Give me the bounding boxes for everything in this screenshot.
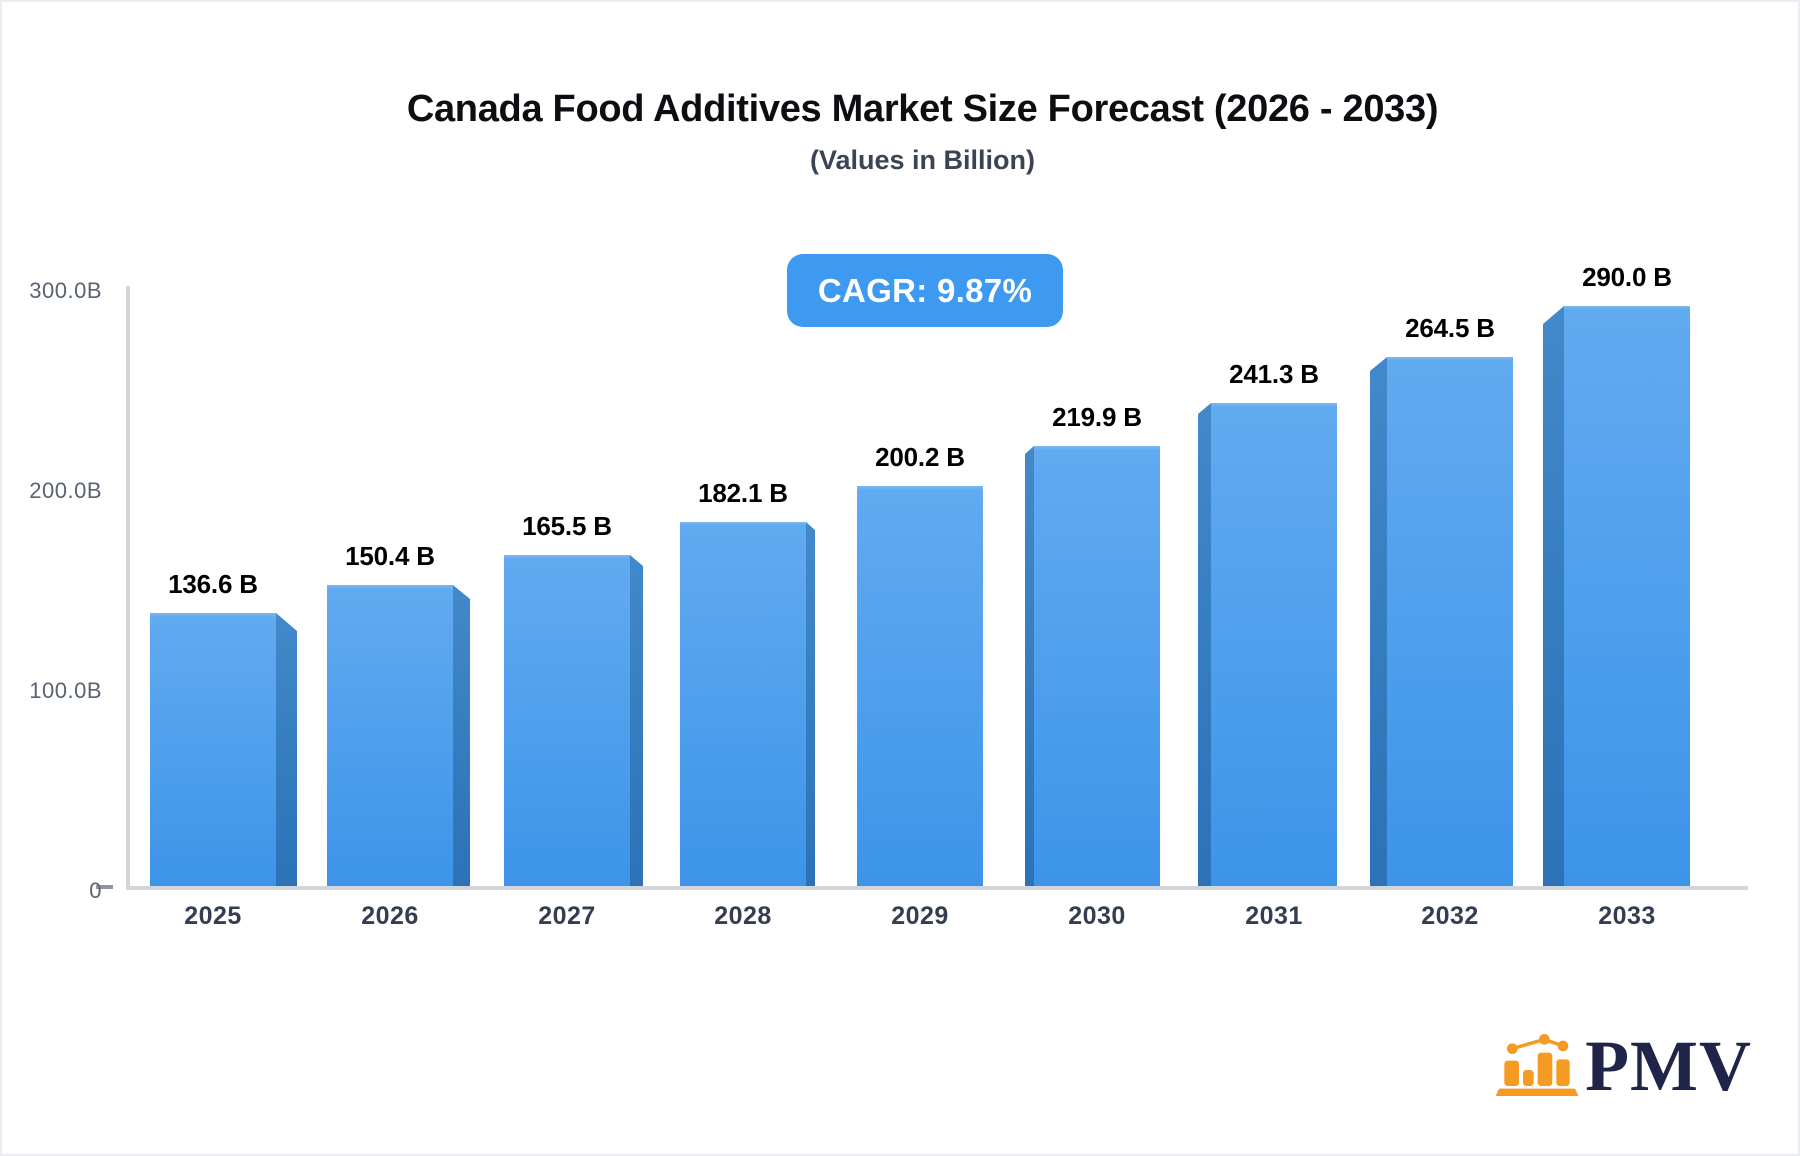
bar-side-2026 — [453, 585, 470, 886]
y-axis-tick-label: 100.0B — [29, 678, 102, 703]
bar-value-label: 200.2 B — [875, 442, 965, 472]
bar-value-label: 136.6 B — [168, 569, 258, 599]
brand-logo: PMV — [1495, 1026, 1752, 1106]
x-axis-label-2027: 2027 — [538, 902, 596, 930]
x-axis-label-2025: 2025 — [184, 902, 242, 930]
x-axis-label-2032: 2032 — [1421, 902, 1479, 930]
bar-value-label: 264.5 B — [1405, 313, 1495, 343]
chart-title: Canada Food Additives Market Size Foreca… — [406, 88, 1439, 130]
bar-2029 — [857, 486, 983, 886]
bar-2033 — [1564, 306, 1690, 886]
chart-header: Canada Food Additives Market Size Foreca… — [45, 88, 1800, 176]
bar-value-label: 165.5 B — [522, 511, 612, 541]
bar-side-2025 — [276, 613, 297, 886]
cagr-badge: CAGR: 9.87% — [787, 254, 1063, 327]
x-axis-label-2029: 2029 — [891, 902, 949, 930]
x-axis-line — [126, 886, 1748, 890]
x-axis-label-2030: 2030 — [1068, 902, 1126, 930]
bar-value-label: 150.4 B — [345, 541, 435, 571]
y-axis-tick-label: 200.0B — [29, 478, 102, 503]
bar-2026 — [327, 585, 453, 886]
zero-tick-mark — [96, 885, 113, 889]
y-axis-tick-label: 300.0B — [29, 278, 102, 303]
bar-side-2031 — [1198, 403, 1211, 886]
y-axis-line — [126, 286, 130, 890]
x-axis-label-2026: 2026 — [361, 902, 419, 930]
bar-value-label: 241.3 B — [1229, 359, 1319, 389]
bar-side-2033 — [1543, 306, 1564, 886]
bar-2030 — [1034, 446, 1160, 886]
bar-value-label: 290.0 B — [1582, 262, 1672, 292]
bar-side-2028 — [806, 522, 815, 886]
x-axis-label-2028: 2028 — [714, 902, 772, 930]
bar-2032 — [1387, 357, 1513, 886]
bar-2028 — [680, 522, 806, 886]
chart-subtitle: (Values in Billion) — [809, 145, 1036, 175]
bar-2025 — [150, 613, 276, 886]
brand-name: PMV — [1585, 1026, 1752, 1106]
x-axis-label-2033: 2033 — [1598, 902, 1656, 930]
bar-side-2027 — [630, 555, 643, 886]
y-axis-tick-label: 0 — [89, 878, 102, 903]
bar-side-2032 — [1370, 357, 1387, 886]
bar-side-2030 — [1025, 446, 1034, 886]
bar-2027 — [504, 555, 630, 886]
x-axis-label-2031: 2031 — [1245, 902, 1303, 930]
bar-value-label: 219.9 B — [1052, 402, 1142, 432]
bar-2031 — [1211, 403, 1337, 886]
bar-value-label: 182.1 B — [698, 478, 788, 508]
bar-chart-logo-icon — [1495, 1034, 1579, 1097]
cagr-badge-label: CAGR: 9.87% — [817, 271, 1033, 309]
